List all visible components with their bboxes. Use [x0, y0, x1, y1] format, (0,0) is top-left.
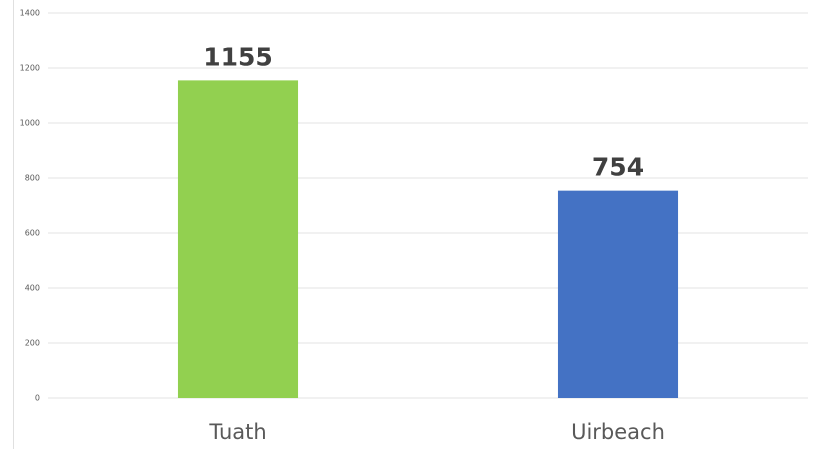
y-tick-label: 1200	[20, 64, 40, 73]
y-tick-label: 1000	[20, 119, 40, 128]
x-tick-label: Tuath	[208, 420, 266, 444]
data-label: 1155	[203, 42, 273, 71]
y-tick-label: 400	[25, 284, 40, 293]
y-tick-label: 0	[35, 394, 40, 403]
bar	[177, 80, 299, 398]
y-tick-label: 800	[25, 174, 40, 183]
y-tick-label: 600	[25, 229, 40, 238]
bar	[557, 190, 679, 398]
y-tick-label: 1400	[20, 9, 40, 18]
y-tick-label: 200	[25, 339, 40, 348]
data-label: 754	[592, 153, 644, 182]
x-tick-label: Uirbeach	[571, 420, 665, 444]
